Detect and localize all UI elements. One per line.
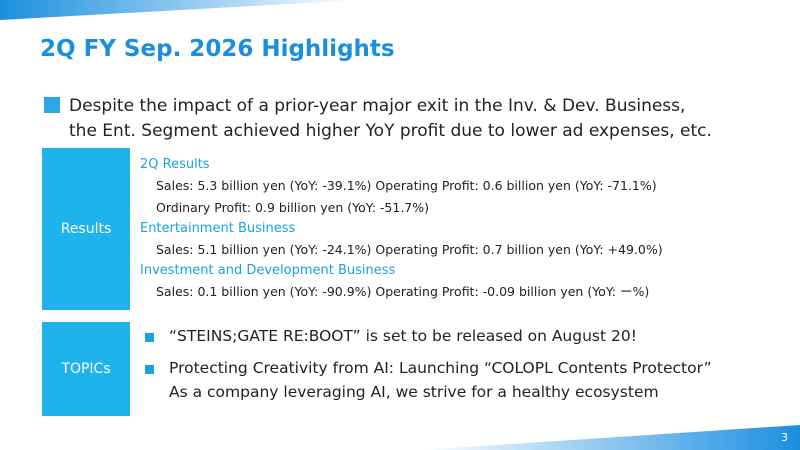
- topic-line: “STEINS;GATE RE:BOOT” is set to be relea…: [169, 327, 637, 345]
- topic-line: As a company leveraging AI, we strive fo…: [169, 383, 659, 401]
- section-heading: Investment and Development Business: [140, 263, 396, 278]
- bullet: [145, 333, 154, 342]
- section-heading: 2Q Results: [140, 157, 210, 172]
- section-line: Sales: 5.1 billion yen (YoY: -24.1%) Ope…: [156, 242, 663, 257]
- section-line: Ordinary Profit: 0.9 billion yen (YoY: -…: [156, 200, 430, 215]
- results: 2Q Results Sales: 5.3 billion yen (YoY: -…: [140, 155, 663, 303]
- section-line: Sales: 0.1 billion yen (YoY: -90.9%) Ope…: [156, 284, 650, 299]
- topics-label: TOPICs: [42, 322, 130, 416]
- bullet: [145, 365, 154, 374]
- topic-item: Protecting Creativity from AI: Launching…: [145, 356, 712, 404]
- summary: Despite the impact of a prior-year major…: [44, 94, 712, 144]
- section-line: Sales: 5.3 billion yen (YoY: -39.1%) Ope…: [156, 178, 657, 193]
- summary-line: Despite the impact of a prior-year major…: [69, 96, 686, 116]
- topics: “STEINS;GATE RE:BOOT” is set to be relea…: [145, 324, 712, 412]
- summary-line: the Ent. Segment achieved higher YoY pro…: [69, 121, 712, 141]
- topic-item: “STEINS;GATE RE:BOOT” is set to be relea…: [145, 324, 712, 348]
- section-heading: Entertainment Business: [140, 221, 296, 236]
- page-number: 3: [781, 431, 788, 444]
- title: 2Q FY Sep. 2026 Highlights: [40, 36, 395, 62]
- topic-line: Protecting Creativity from AI: Launching…: [169, 359, 712, 377]
- results-label: Results: [42, 148, 130, 310]
